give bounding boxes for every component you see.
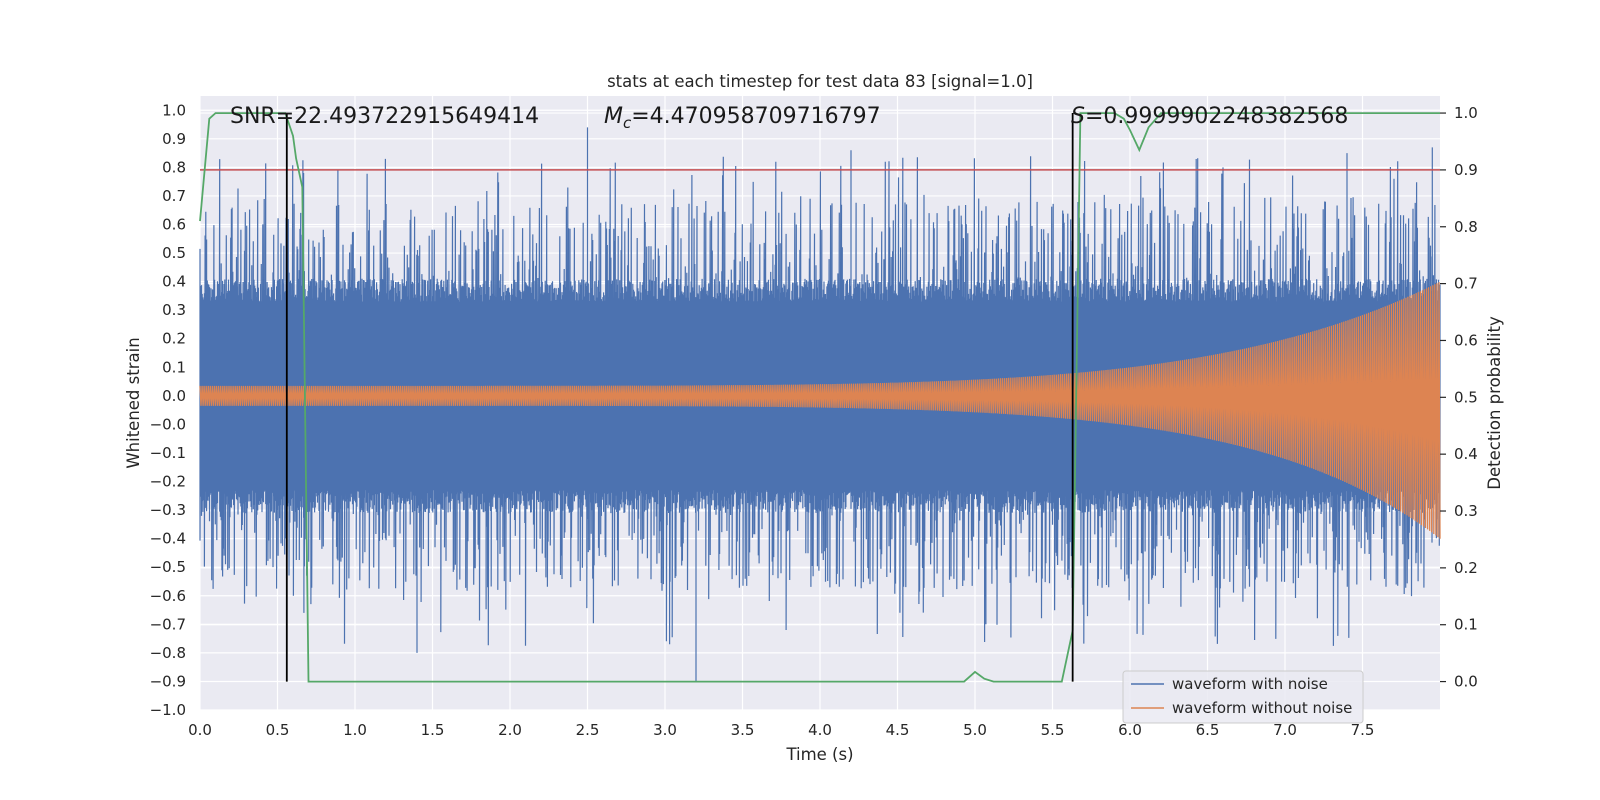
x-tick-label: 5.0	[963, 721, 987, 739]
y-left-tick-label: 0.4	[162, 273, 186, 291]
y-right-tick-label: 0.7	[1454, 275, 1478, 293]
chart-title: stats at each timestep for test data 83 …	[607, 72, 1033, 91]
x-tick-label: 0.0	[188, 721, 212, 739]
y-left-tick-label: −0.8	[150, 644, 186, 662]
x-tick-label: 4.0	[808, 721, 832, 739]
chirp-mass-symbol: M	[604, 104, 623, 129]
x-tick-label: 5.5	[1041, 721, 1065, 739]
y-left-tick-label: −0.2	[150, 473, 186, 491]
x-tick-label: 3.0	[653, 721, 677, 739]
series-waveform-with-noise	[199, 127, 1441, 682]
y-axis-right: 1.0 0.9 0.8 0.7 0.6 0.5 0.4 0.3 0.2 0.1 0.0	[1440, 104, 1478, 691]
y-left-tick-label: −1.0	[150, 701, 186, 719]
y-left-tick-label: −0.1	[150, 444, 186, 462]
y-right-tick-label: 0.1	[1454, 616, 1478, 634]
y-left-tick-label: −0.0	[150, 415, 186, 433]
detection-score-value: =0.9999902248382568	[1085, 104, 1348, 129]
x-tick-label: 7.5	[1351, 721, 1375, 739]
detection-score-annotation: S=0.9999902248382568	[1071, 104, 1348, 129]
y-left-tick-label: 0.6	[162, 216, 186, 234]
x-tick-label: 6.0	[1118, 721, 1142, 739]
y-left-tick-label: 0.9	[162, 130, 186, 148]
x-tick-label: 2.0	[498, 721, 522, 739]
snr-annotation: SNR=22.493722915649414	[230, 104, 539, 129]
y-axis-left-label: Whitened strain	[124, 337, 143, 468]
x-tick-label: 2.5	[576, 721, 600, 739]
y-left-tick-label: −0.6	[150, 587, 186, 605]
y-axis-left: 1.0 0.9 0.8 0.7 0.6 0.5 0.4 0.3 0.2 0.1 0.0 −0.0 −0.…	[150, 101, 186, 719]
y-left-tick-label: 0.5	[162, 244, 186, 262]
chirp-mass-annotation: Mc=4.470958709716797	[604, 104, 881, 132]
y-left-tick-label: 0.3	[162, 301, 186, 319]
detection-score-symbol: S	[1071, 104, 1085, 129]
x-tick-label: 1.5	[421, 721, 445, 739]
y-left-tick-label: 0.1	[162, 358, 186, 376]
y-right-tick-label: 1.0	[1454, 104, 1478, 122]
series-detection-probability	[199, 112, 1440, 683]
series-waveform-without-noise	[199, 282, 1441, 539]
y-axis-right-label: Detection probability	[1485, 316, 1504, 490]
y-left-tick-label: 0.8	[162, 158, 186, 176]
y-right-tick-label: 0.3	[1454, 502, 1478, 520]
x-tick-label: 0.5	[266, 721, 290, 739]
y-right-tick-label: 0.8	[1454, 218, 1478, 236]
legend-label-waveform-with-noise: waveform with noise	[1172, 675, 1328, 693]
y-right-tick-label: 0.4	[1454, 445, 1478, 463]
chirp-mass-subscript: c	[623, 114, 632, 132]
x-tick-label: 6.5	[1196, 721, 1220, 739]
x-axis: 0.0 0.5 1.0 1.5 2.0 2.5 3.0 3.5 4.0 4.5 5.0 5.5 6.0 6…	[188, 721, 1374, 739]
x-axis-label: Time (s)	[785, 745, 853, 764]
x-tick-label: 7.0	[1273, 721, 1297, 739]
y-left-tick-label: −0.5	[150, 558, 186, 576]
legend-box	[1122, 670, 1364, 724]
chirp-mass-value: =4.470958709716797	[631, 104, 880, 129]
y-right-tick-label: 0.2	[1454, 559, 1478, 577]
legend: waveform with noise waveform without noi…	[1122, 670, 1364, 724]
series-layer	[199, 112, 1441, 683]
y-left-tick-label: −0.3	[150, 501, 186, 519]
y-left-tick-label: 0.2	[162, 330, 186, 348]
legend-label-waveform-without-noise: waveform without noise	[1172, 699, 1352, 717]
x-tick-label: 3.5	[731, 721, 755, 739]
y-right-tick-label: 0.6	[1454, 331, 1478, 349]
y-right-tick-label: 0.9	[1454, 161, 1478, 179]
markers-layer	[285, 113, 1074, 682]
y-left-tick-label: 0.7	[162, 187, 186, 205]
x-tick-label: 4.5	[886, 721, 910, 739]
y-left-tick-label: 1.0	[162, 101, 186, 119]
y-left-tick-label: −0.7	[150, 615, 186, 633]
y-right-tick-label: 0.5	[1454, 388, 1478, 406]
x-tick-label: 1.0	[343, 721, 367, 739]
y-left-tick-label: −0.4	[150, 530, 186, 548]
y-right-tick-label: 0.0	[1454, 673, 1478, 691]
y-left-tick-label: −0.9	[150, 672, 186, 690]
y-left-tick-label: 0.0	[162, 387, 186, 405]
